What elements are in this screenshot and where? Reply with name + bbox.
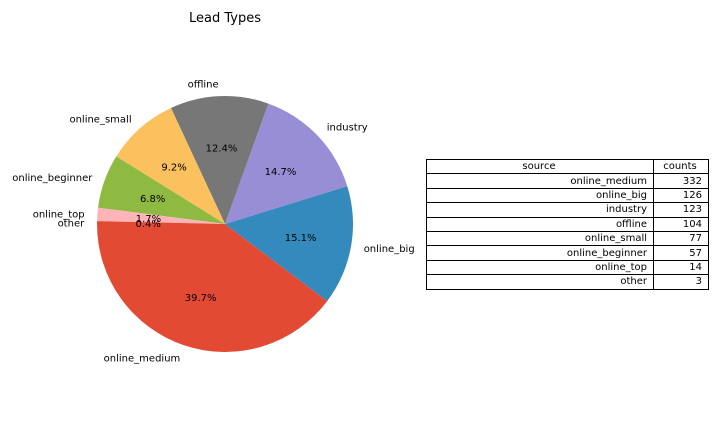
percent-label: 6.8%	[140, 194, 165, 205]
pie-slice-online-small	[116, 107, 225, 224]
pie-slices	[97, 96, 353, 352]
cell-counts: 332	[653, 173, 709, 189]
pie-slice-online-medium	[97, 224, 328, 352]
slice-label: online_small	[69, 115, 131, 126]
table-row: online_big 126	[426, 187, 709, 204]
pie-slice-other	[97, 221, 225, 224]
column-header-counts: counts	[653, 158, 709, 175]
cell-source: online_top	[426, 259, 654, 276]
slice-label: industry	[327, 123, 368, 134]
pie-labels: online_medium 39.7% online_big 15.1% industr…	[12, 79, 414, 364]
table-row: online_medium 332	[426, 173, 709, 189]
cell-source: online_beginner	[426, 245, 654, 261]
table-body: online_medium 332 online_big 126 industry 123…	[426, 173, 709, 290]
table-row: online_top 14	[426, 259, 709, 276]
chart-title: Lead Types	[189, 11, 261, 26]
cell-source: online_small	[426, 230, 654, 247]
cell-source: offline	[426, 216, 654, 232]
slice-label: online_medium	[104, 354, 181, 365]
table-header-row: source counts	[426, 158, 709, 175]
column-header-source: source	[426, 158, 654, 175]
slice-label: other	[58, 218, 86, 229]
table-row: other 3	[426, 274, 709, 290]
table-row: online_beginner 57	[426, 245, 709, 261]
percent-label: 14.7%	[265, 167, 297, 178]
slice-label: online_big	[364, 244, 415, 255]
cell-counts: 123	[653, 202, 709, 218]
cell-source: other	[426, 274, 654, 290]
cell-source: industry	[426, 202, 654, 218]
pie-slice-offline	[170, 96, 269, 224]
pie-slice-online-top	[97, 207, 225, 224]
data-table: source counts online_medium 332 online_big…	[426, 158, 709, 290]
slice-label: offline	[188, 79, 219, 90]
slice-label: online_top	[33, 209, 85, 220]
table-row: online_small 77	[426, 230, 709, 247]
cell-counts: 77	[653, 230, 709, 247]
percent-label: 9.2%	[161, 163, 186, 174]
cell-source: online_big	[426, 187, 654, 204]
cell-counts: 126	[653, 187, 709, 204]
table-row: industry 123	[426, 202, 709, 218]
cell-counts: 104	[653, 216, 709, 232]
cell-counts: 3	[653, 274, 709, 290]
slice-label: online_beginner	[12, 173, 93, 184]
percent-label: 12.4%	[206, 143, 238, 154]
percent-label: 39.7%	[185, 293, 217, 304]
pie-slice-online-big	[225, 186, 353, 302]
percent-label: 15.1%	[285, 233, 317, 244]
cell-counts: 57	[653, 245, 709, 261]
percent-label: 1.7%	[136, 214, 161, 225]
percent-label: 0.4%	[136, 219, 161, 230]
cell-counts: 14	[653, 259, 709, 276]
pie-slice-industry	[225, 103, 348, 224]
table-row: offline 104	[426, 216, 709, 232]
cell-source: online_medium	[426, 173, 654, 189]
pie-slice-online-beginner	[98, 156, 225, 224]
